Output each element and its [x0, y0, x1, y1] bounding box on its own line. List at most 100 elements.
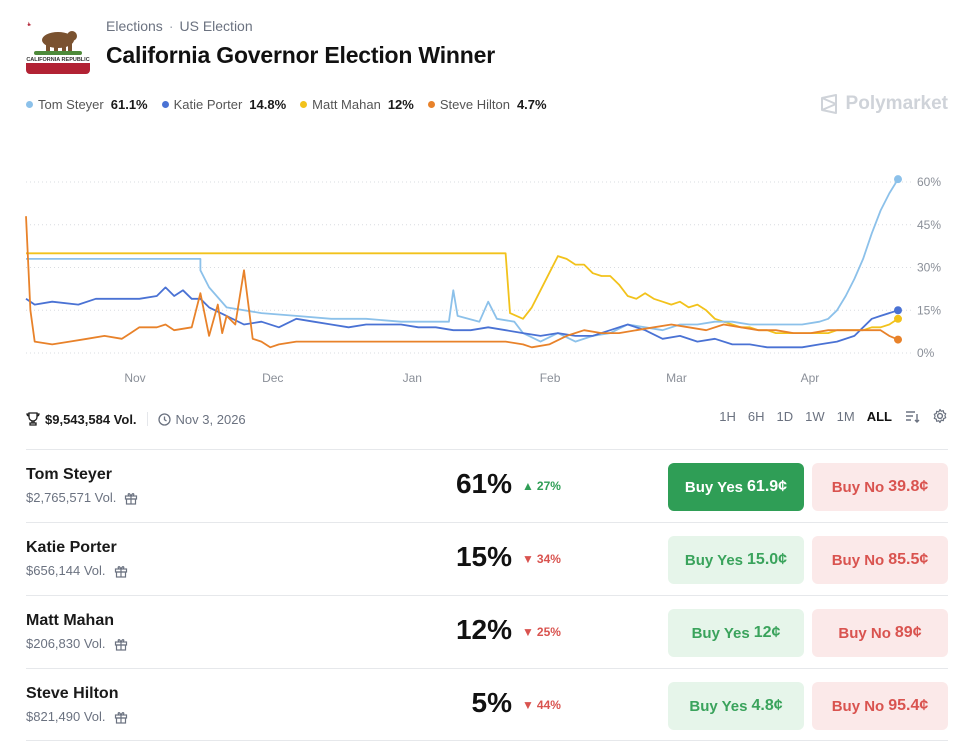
- series-line-tom-steyer: [26, 178, 899, 343]
- chart-legend: Tom Steyer 61.1% Katie Porter 14.8% Matt…: [26, 97, 547, 112]
- x-tick-label: Feb: [540, 371, 561, 385]
- candidate-volume-value: $656,144 Vol.: [26, 563, 106, 578]
- gift-icon[interactable]: [114, 637, 128, 651]
- series-line-matt-mahan: [26, 252, 899, 334]
- legend-label: Steve Hilton: [439, 97, 510, 112]
- outcome-row-steyer[interactable]: Tom Steyer $2,765,571 Vol. 61% ▲ 27% Buy…: [26, 449, 948, 522]
- series-line-katie-porter: [25, 286, 899, 349]
- buy-yes-price: 15.0¢: [747, 551, 788, 568]
- buy-no-label: Buy No: [831, 551, 885, 569]
- legend-label: Tom Steyer: [38, 97, 104, 112]
- buy-no-button[interactable]: Buy No 89¢: [812, 609, 948, 657]
- buy-yes-button[interactable]: Buy Yes 61.9¢: [668, 463, 804, 511]
- candidate-volume-value: $821,490 Vol.: [26, 709, 106, 724]
- legend-dot-icon: [300, 101, 308, 108]
- candidate-name: Matt Mahan: [26, 612, 114, 629]
- x-tick-label: Jan: [403, 371, 422, 385]
- breadcrumb: Elections · US Election: [106, 18, 253, 34]
- buy-no-price: 95.4¢: [888, 697, 929, 714]
- trophy-icon: [26, 412, 40, 426]
- settings-gear-icon[interactable]: [932, 408, 948, 424]
- price-change-value: 34%: [536, 552, 561, 566]
- x-tick-label: Apr: [801, 371, 820, 385]
- candidate-volume: $2,765,571 Vol.: [26, 490, 138, 505]
- buy-yes-label: Buy Yes: [684, 551, 744, 569]
- outcome-row-hilton[interactable]: Steve Hilton $821,490 Vol. 5% ▼ 44% Buy …: [26, 668, 948, 741]
- candidate-name: Tom Steyer: [26, 466, 112, 483]
- buy-yes-price: 61.9¢: [747, 478, 788, 495]
- buy-yes-price: 12¢: [753, 624, 781, 641]
- series-end-point-steve-hilton: [894, 335, 902, 344]
- x-tick-label: Mar: [666, 371, 687, 385]
- price-change: ▼ 44%: [522, 698, 561, 712]
- series-line-steve-hilton: [25, 216, 899, 349]
- page-title: California Governor Election Winner: [106, 42, 495, 68]
- buy-yes-label: Buy Yes: [691, 624, 750, 642]
- y-tick-label: 15%: [917, 303, 941, 317]
- y-tick-label: 30%: [917, 261, 941, 275]
- buy-yes-button[interactable]: Buy Yes 15.0¢: [668, 536, 804, 584]
- legend-dot-icon: [427, 101, 435, 108]
- buy-no-button[interactable]: Buy No 95.4¢: [812, 682, 948, 730]
- polymarket-logo: Polymarket: [819, 93, 948, 115]
- buy-no-price: 89¢: [894, 624, 922, 641]
- buy-yes-label: Buy Yes: [684, 478, 744, 496]
- legend-value: 14.8%: [249, 97, 287, 112]
- legend-value: 4.7%: [516, 97, 547, 112]
- outcome-row-porter[interactable]: Katie Porter $656,144 Vol. 15% ▼ 34% Buy…: [26, 522, 948, 595]
- buy-yes-button[interactable]: Buy Yes 4.8¢: [668, 682, 804, 730]
- legend-item-steyer: Tom Steyer 61.1%: [26, 97, 148, 112]
- range-1w[interactable]: 1W: [805, 408, 825, 424]
- gift-icon[interactable]: [114, 710, 128, 724]
- legend-label: Katie Porter: [173, 97, 243, 112]
- price-change: ▼ 25%: [522, 625, 561, 639]
- gift-icon[interactable]: [114, 564, 128, 578]
- price-chart[interactable]: 60% 45% 30% 15% 0% Nov Dec Jan Feb Mar Apr: [0, 160, 970, 390]
- range-1m[interactable]: 1M: [836, 408, 855, 424]
- legend-item-mahan: Matt Mahan 12%: [300, 97, 414, 112]
- legend-item-porter: Katie Porter 14.8%: [161, 97, 287, 112]
- legend-value: 12%: [387, 97, 414, 112]
- buy-no-label: Buy No: [831, 478, 885, 496]
- outcome-percent: 15%: [455, 541, 512, 572]
- outcome-row-mahan[interactable]: Matt Mahan $206,830 Vol. 12% ▼ 25% Buy Y…: [26, 595, 948, 668]
- legend-dot-icon: [161, 101, 169, 108]
- range-1h[interactable]: 1H: [719, 408, 736, 424]
- triangle-down-icon: ▼: [522, 552, 534, 566]
- breadcrumb-elections[interactable]: Elections: [106, 18, 163, 34]
- sort-icon[interactable]: [904, 408, 920, 424]
- gift-icon[interactable]: [124, 491, 138, 505]
- time-range-selector: 1H 6H 1D 1W 1M ALL: [719, 408, 948, 424]
- buy-no-price: 85.5¢: [888, 551, 929, 568]
- total-volume: $9,543,584 Vol.: [26, 412, 137, 427]
- buy-no-label: Buy No: [831, 697, 885, 715]
- price-change-value: 27%: [536, 479, 561, 493]
- candidate-volume: $821,490 Vol.: [26, 709, 128, 724]
- triangle-up-icon: ▲: [522, 479, 534, 493]
- legend-value: 61.1%: [110, 97, 148, 112]
- buy-yes-button[interactable]: Buy Yes 12¢: [668, 609, 804, 657]
- series-end-point-matt-mahan: [894, 314, 902, 323]
- candidate-name: Katie Porter: [26, 539, 117, 556]
- price-change-value: 25%: [536, 625, 561, 639]
- breadcrumb-us-election[interactable]: US Election: [179, 18, 253, 34]
- legend-dot-icon: [26, 101, 33, 108]
- buy-yes-label: Buy Yes: [689, 697, 748, 715]
- buy-no-button[interactable]: Buy No 85.5¢: [812, 536, 948, 584]
- x-tick-label: Nov: [124, 371, 145, 385]
- outcome-percent: 12%: [455, 614, 512, 645]
- range-6h[interactable]: 6H: [747, 408, 765, 424]
- y-tick-label: 60%: [917, 175, 941, 189]
- buy-no-button[interactable]: Buy No 39.8¢: [812, 463, 948, 511]
- x-tick-label: Dec: [262, 371, 283, 385]
- triangle-down-icon: ▼: [522, 698, 534, 712]
- range-all[interactable]: ALL: [866, 408, 892, 424]
- candidate-volume-value: $2,765,571 Vol.: [26, 490, 117, 505]
- range-1d[interactable]: 1D: [776, 408, 794, 424]
- candidate-volume-value: $206,830 Vol.: [26, 636, 106, 651]
- legend-label: Matt Mahan: [312, 97, 381, 112]
- legend-item-hilton: Steve Hilton 4.7%: [427, 97, 547, 112]
- end-date-value: Nov 3, 2026: [175, 411, 246, 427]
- buy-no-price: 39.8¢: [888, 478, 929, 495]
- outcome-percent: 5%: [471, 687, 512, 718]
